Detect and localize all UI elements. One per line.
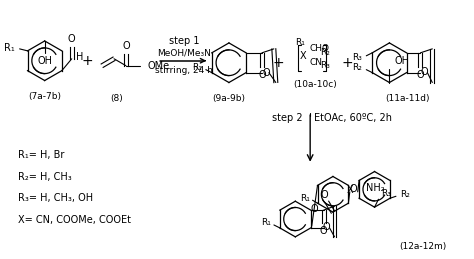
Text: O: O <box>420 67 428 77</box>
Text: R₂= H, CH₃: R₂= H, CH₃ <box>18 171 72 182</box>
Text: MeOH/Me₃N: MeOH/Me₃N <box>157 48 211 57</box>
Text: step 2: step 2 <box>272 113 302 123</box>
Text: O: O <box>320 190 328 200</box>
Text: +: + <box>273 56 284 70</box>
Text: R₃: R₃ <box>382 189 392 198</box>
Text: NH₂: NH₂ <box>366 183 385 193</box>
Text: R₂: R₂ <box>320 48 330 57</box>
Text: R₁: R₁ <box>192 63 202 72</box>
Text: R₃= H, CH₃, OH: R₃= H, CH₃, OH <box>18 193 93 203</box>
Text: (9a-9b): (9a-9b) <box>212 94 246 103</box>
Text: O: O <box>320 226 328 236</box>
Text: OH: OH <box>394 56 410 66</box>
Text: O: O <box>350 184 357 194</box>
Text: +: + <box>82 54 93 68</box>
Text: R₁: R₁ <box>261 219 271 227</box>
Text: OMe: OMe <box>148 61 170 71</box>
Text: X: X <box>300 51 307 61</box>
Text: O: O <box>310 204 318 214</box>
Text: R₃: R₃ <box>320 61 330 70</box>
Text: (8): (8) <box>110 94 123 103</box>
Text: R₁= H, Br: R₁= H, Br <box>18 150 64 160</box>
Text: OH: OH <box>37 56 52 66</box>
Text: X= CN, COOMe, COOEt: X= CN, COOMe, COOEt <box>18 215 131 225</box>
Text: R₁: R₁ <box>295 38 305 47</box>
Text: H: H <box>76 52 83 62</box>
Text: O: O <box>323 222 330 232</box>
Text: +: + <box>342 56 354 70</box>
Text: CHO: CHO <box>309 44 329 53</box>
Text: R₁: R₁ <box>4 43 15 53</box>
Text: R₁: R₁ <box>300 194 310 203</box>
Text: (11a-11d): (11a-11d) <box>385 94 429 103</box>
Text: X: X <box>347 185 354 195</box>
Text: O: O <box>68 34 75 44</box>
Text: O: O <box>122 41 130 51</box>
Text: R₂: R₂ <box>353 63 362 72</box>
Text: O: O <box>262 68 270 78</box>
Text: R₃: R₃ <box>353 53 362 62</box>
Text: (12a-12m): (12a-12m) <box>399 242 447 251</box>
Text: (7a-7b): (7a-7b) <box>28 92 61 101</box>
Text: stirring, 24 h: stirring, 24 h <box>155 66 213 75</box>
Text: step 1: step 1 <box>169 36 200 46</box>
Text: (10a-10c): (10a-10c) <box>293 80 337 89</box>
Text: R₂: R₂ <box>400 190 410 199</box>
Text: O: O <box>417 70 424 80</box>
Text: CN: CN <box>309 58 322 67</box>
Text: O: O <box>258 70 266 80</box>
Text: EtOAc, 60ºC, 2h: EtOAc, 60ºC, 2h <box>314 113 392 123</box>
